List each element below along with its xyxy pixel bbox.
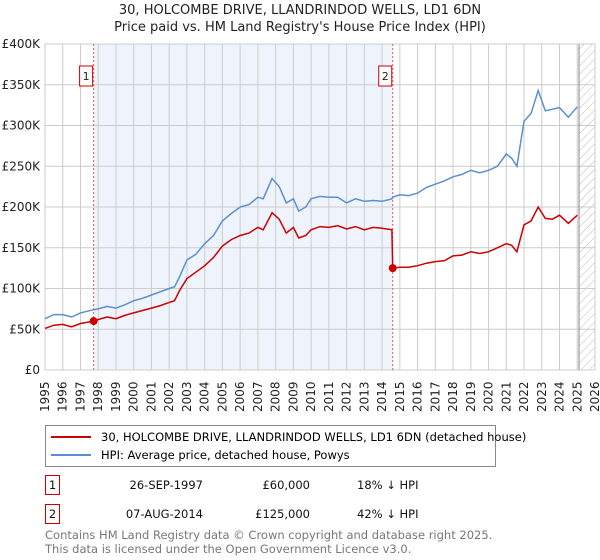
x-tick-label: 1997: [73, 381, 87, 412]
x-tick-label: 2020: [482, 381, 496, 412]
y-tick-label: £350K: [2, 78, 42, 92]
legend: 30, HOLCOMBE DRIVE, LLANDRINDOD WELLS, L…: [45, 425, 526, 467]
x-tick-label: 2001: [144, 381, 158, 412]
y-tick-label: £400K: [2, 37, 42, 51]
x-tick-label: 2005: [215, 381, 229, 412]
series-line: [44, 88, 578, 320]
x-tick-label: 2019: [464, 381, 478, 412]
x-tick-label: 2021: [499, 381, 513, 412]
x-tick-label: 2014: [375, 381, 389, 412]
x-tick-label: 2002: [162, 381, 176, 412]
x-tick-label: 1999: [109, 381, 123, 412]
y-tick-label: £300K: [2, 119, 42, 133]
legend-item-property: 30, HOLCOMBE DRIVE, LLANDRINDOD WELLS, L…: [51, 429, 526, 445]
x-tick-label: 2010: [304, 381, 318, 412]
sale-price: £125,000: [255, 507, 310, 521]
plot-frame: [44, 43, 596, 371]
x-tick-label: 2007: [251, 381, 265, 412]
x-tick-label: 2025: [570, 381, 584, 412]
x-tick-label: 2026: [588, 381, 600, 412]
x-tick-label: 2004: [198, 381, 212, 412]
footer-copyright: Contains HM Land Registry data © Crown c…: [45, 528, 493, 542]
x-tick-label: 2000: [127, 381, 141, 412]
price-chart: 1995 1996 1997 1998 1999 2000 2001 2002 2003 2004…: [2, 37, 600, 412]
sale-marker-label: 2: [382, 70, 389, 83]
sale-marker-box: [79, 65, 94, 87]
chart-title-line1: 30, HOLCOMBE DRIVE, LLANDRINDOD WELLS, L…: [118, 3, 482, 18]
legend-label-property: 30, HOLCOMBE DRIVE, LLANDRINDOD WELLS, L…: [101, 430, 527, 444]
legend-label-hpi: HPI: Average price, detached house, Powy…: [101, 448, 350, 462]
y-tick-label: £200K: [2, 200, 42, 214]
y-tick-label: £50K: [9, 322, 41, 336]
x-tick-label: 2011: [322, 381, 336, 412]
x-tick-label: 1998: [91, 381, 105, 412]
x-tick-label: 2016: [411, 381, 425, 412]
y-tick-label: £0: [25, 363, 40, 377]
y-tick-label: £100K: [2, 282, 42, 296]
x-tick-label: 2017: [428, 381, 442, 412]
sale-price: £60,000: [262, 478, 310, 492]
chart-title-line2: Price paid vs. HM Land Registry's House …: [114, 20, 486, 35]
legend-item-hpi: HPI: Average price, detached house, Powy…: [51, 447, 350, 463]
x-tick-label: 1995: [38, 381, 52, 412]
sale-marker-box: [378, 65, 393, 87]
x-tick-label: 2003: [180, 381, 194, 412]
x-tick-label: 2022: [517, 381, 531, 412]
footer: Contains HM Land Registry data © Crown c…: [45, 528, 492, 556]
footer-licence: This data is licensed under the Open Gov…: [45, 542, 412, 556]
sale-marker-badge: 1: [45, 475, 60, 495]
x-tick-label: 2009: [286, 381, 300, 412]
x-tick-label: 1996: [56, 381, 70, 412]
sale-point: [89, 317, 98, 326]
x-tick-label: 2008: [269, 381, 283, 412]
x-tick-label: 2015: [393, 381, 407, 412]
legend-swatch-hpi: [51, 454, 91, 456]
series-line: [44, 205, 578, 330]
sale-point: [388, 264, 397, 273]
y-tick-label: £250K: [2, 159, 42, 173]
sale-marker-label: 1: [83, 70, 90, 83]
x-tick-label: 2018: [446, 381, 460, 412]
sale-date: 26-SEP-1997: [129, 478, 203, 492]
sale-hpi-delta: 18% ↓ HPI: [357, 478, 419, 492]
y-tick-label: £150K: [2, 241, 42, 255]
x-tick-label: 2006: [233, 381, 247, 412]
x-tick-label: 2012: [340, 381, 354, 412]
x-tick-label: 2023: [535, 381, 549, 412]
x-tick-label: 2013: [357, 381, 371, 412]
sale-marker-badge: 2: [45, 504, 60, 524]
x-tick-label: 2024: [553, 381, 567, 412]
sale-hpi-delta: 42% ↓ HPI: [357, 507, 419, 521]
legend-swatch-property: [51, 436, 91, 438]
sale-date: 07-AUG-2014: [125, 507, 203, 521]
